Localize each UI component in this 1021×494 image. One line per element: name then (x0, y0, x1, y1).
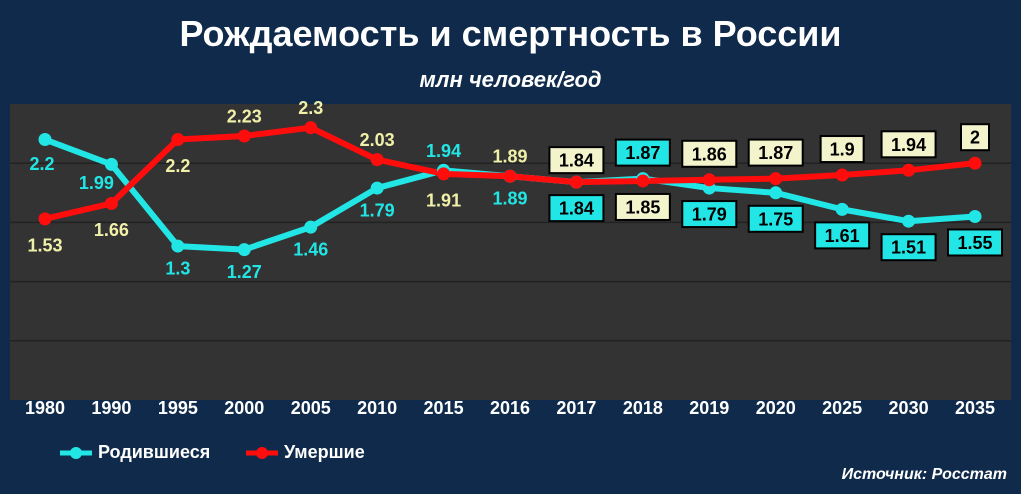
deaths-point (769, 172, 783, 186)
deaths-data-label: 1.91 (426, 190, 461, 210)
births-data-label: 1.79 (692, 205, 727, 225)
deaths-point (503, 169, 517, 183)
deaths-data-label-box (681, 139, 738, 168)
births-point (104, 157, 118, 171)
legend-item-births: Родившиеся (58, 442, 210, 463)
births-point (769, 186, 783, 200)
births-data-label: 1.87 (625, 143, 660, 163)
deaths-point (171, 133, 185, 147)
deaths-data-label-box (747, 138, 804, 167)
births-data-label-box (947, 228, 1003, 257)
legend-births-marker (60, 446, 92, 459)
deaths-data-label-box (960, 123, 990, 152)
x-tick-label: 2016 (490, 398, 530, 418)
deaths-data-label: 2.3 (298, 98, 323, 118)
births-data-label-box (548, 194, 605, 223)
x-tick-label: 1980 (25, 398, 65, 418)
deaths-point (38, 212, 52, 226)
births-data-label-box (747, 204, 804, 233)
legend-deaths-label: Умершие (284, 442, 365, 462)
deaths-data-label: 1.86 (692, 144, 727, 164)
births-data-label: 1.55 (957, 233, 992, 253)
deaths-point (370, 153, 384, 167)
deaths-data-label: 2.03 (360, 130, 395, 150)
legend-item-deaths: Умершие (244, 442, 365, 463)
deaths-point (569, 175, 583, 189)
chart-title: Рождаемость и смертность в России (179, 13, 842, 54)
births-data-label: 2.2 (29, 154, 54, 174)
deaths-data-label-box (614, 192, 671, 221)
deaths-data-label: 1.89 (492, 147, 527, 167)
deaths-point (968, 156, 982, 170)
births-data-label: 1.89 (492, 189, 527, 209)
births-point (171, 239, 185, 253)
deaths-data-label: 1.84 (559, 151, 594, 171)
x-tick-label: 2010 (357, 398, 397, 418)
births-point (968, 209, 982, 223)
source-note: Источник: Росстат (841, 466, 1007, 483)
births-data-label: 1.75 (758, 209, 793, 229)
x-tick-label: 2018 (623, 398, 663, 418)
deaths-data-label-box (819, 135, 865, 164)
deaths-data-label: 1.9 (830, 140, 855, 160)
births-data-label: 1.27 (227, 262, 262, 282)
births-point (902, 214, 916, 228)
deaths-point (835, 168, 849, 182)
births-data-label: 1.79 (360, 201, 395, 221)
births-point (835, 202, 849, 216)
births-point (237, 243, 251, 257)
x-tick-label: 2019 (689, 398, 729, 418)
births-point (38, 133, 52, 147)
x-tick-label: 2017 (556, 398, 596, 418)
deaths-point (636, 174, 650, 188)
births-data-label: 1.84 (559, 199, 594, 219)
births-data-label: 1.61 (825, 226, 860, 246)
chart-subtitle: млн человек/год (419, 67, 602, 92)
deaths-data-label: 1.85 (625, 197, 660, 217)
deaths-data-label: 1.66 (94, 220, 129, 240)
births-data-label: 1.3 (165, 259, 190, 279)
births-data-label: 1.99 (79, 173, 114, 193)
births-point (370, 181, 384, 195)
deaths-point (104, 196, 118, 210)
deaths-data-label: 2.2 (165, 156, 190, 176)
deaths-point (702, 173, 716, 187)
x-tick-label: 2015 (424, 398, 464, 418)
births-data-label-box (880, 233, 937, 262)
deaths-data-label: 1.94 (891, 135, 926, 155)
births-data-label-box (614, 138, 671, 167)
x-tick-label: 1995 (158, 398, 198, 418)
legend-births-label: Родившиеся (98, 442, 211, 462)
births-data-label: 1.51 (891, 238, 926, 258)
deaths-data-label-box (880, 130, 937, 159)
deaths-point (437, 167, 451, 181)
deaths-point (237, 129, 251, 143)
x-tick-label: 2020 (756, 398, 796, 418)
x-tick-label: 2000 (224, 398, 264, 418)
x-tick-label: 2005 (291, 398, 331, 418)
legend-deaths-marker (246, 446, 278, 459)
deaths-data-label: 2.23 (227, 106, 262, 126)
deaths-point (304, 121, 318, 135)
deaths-data-label: 2 (970, 128, 980, 148)
x-tick-label: 2030 (889, 398, 929, 418)
births-point (304, 220, 318, 234)
x-tick-label: 2025 (822, 398, 862, 418)
deaths-point (902, 163, 916, 177)
deaths-data-label: 1.87 (758, 143, 793, 163)
births-data-label: 1.46 (293, 240, 328, 260)
births-data-label: 1.94 (426, 141, 461, 161)
x-tick-label: 2035 (955, 398, 995, 418)
deaths-data-label: 1.53 (27, 235, 62, 255)
deaths-data-label-box (548, 146, 605, 175)
births-data-label-box (681, 200, 738, 229)
births-data-label-box (814, 221, 871, 250)
x-tick-label: 1990 (91, 398, 131, 418)
